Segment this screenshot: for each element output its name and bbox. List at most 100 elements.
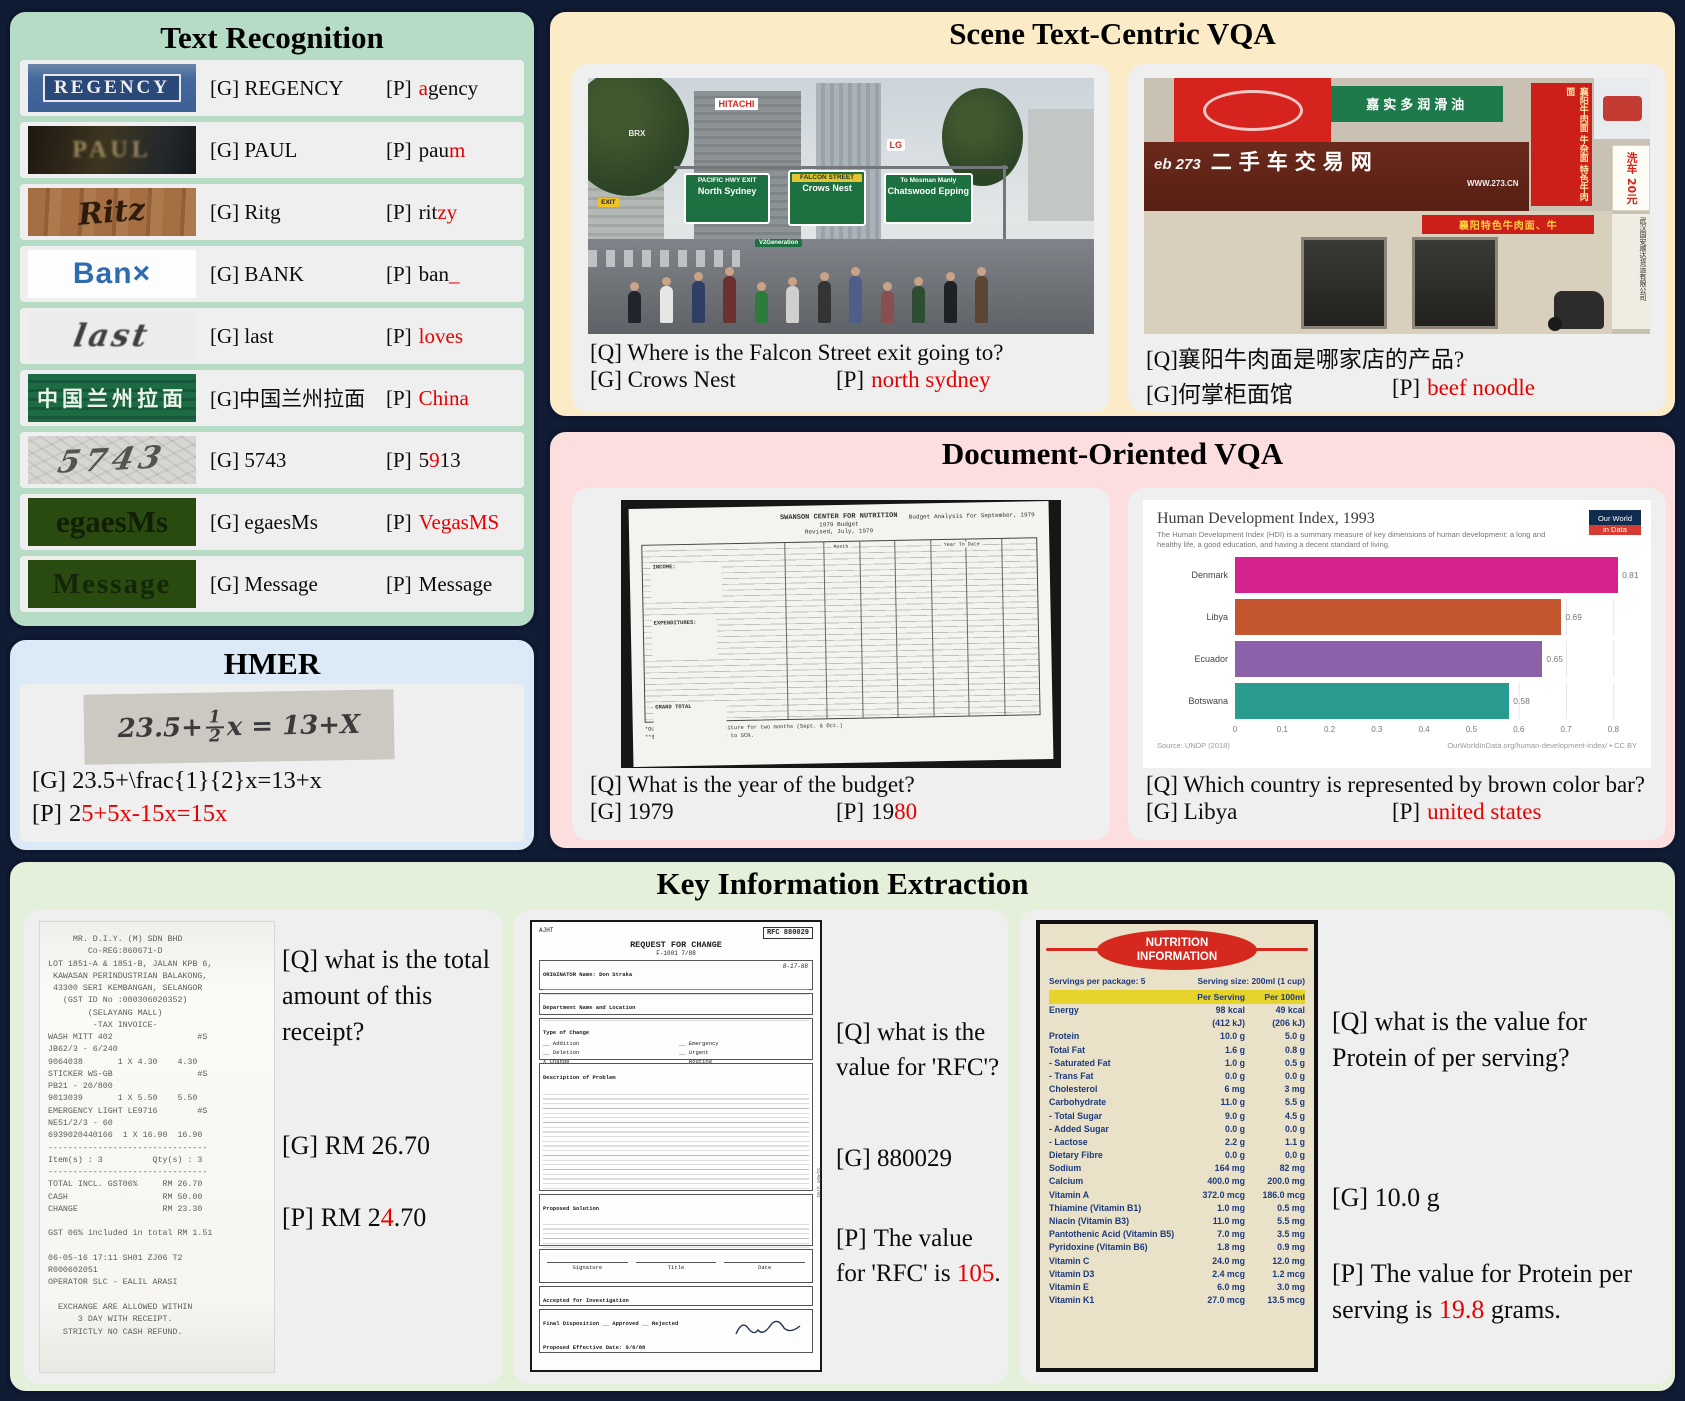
prediction-text: [P] ritzy bbox=[386, 199, 458, 224]
doc-example-chart: Our World in Data Human Development Index… bbox=[1128, 488, 1666, 840]
request-for-change-form: AJHT RFC 880029 REQUEST FOR CHANGE F-1001… bbox=[530, 920, 822, 1372]
text-recognition-panel: Text Recognition REGENCY [G] REGENCY [P]… bbox=[6, 8, 538, 630]
ground-truth-text: [G] PAUL bbox=[210, 137, 298, 162]
kie-title: Key Information Extraction bbox=[656, 866, 1029, 901]
hitachi-sign: HITACHI bbox=[714, 98, 759, 111]
sample-image: Message bbox=[28, 560, 196, 608]
receipt-text: MR. D.I.Y. (M) SDN BHD Co-REG:860671-D L… bbox=[48, 935, 213, 1337]
doc-example-budget: Budget Analysis for September, 1979 SWAN… bbox=[572, 488, 1110, 840]
nutrition-header: NUTRITION INFORMATION bbox=[1097, 930, 1257, 970]
text-recognition-row: Ban× [G] BANK [P] ban_ bbox=[20, 246, 524, 302]
building-sign: BRX bbox=[628, 129, 646, 139]
ground-truth-text: [G] Crows Nest bbox=[590, 367, 736, 392]
text-recognition-row: Message [G] Message [P] Message bbox=[20, 556, 524, 612]
question-text: [Q] what is the value for Protein of per… bbox=[1332, 1007, 1587, 1072]
text-recognition-title: Text Recognition bbox=[160, 20, 384, 55]
trees bbox=[942, 88, 1024, 186]
budget-table: Month Year To Date INCOME: EXPENDITURES:… bbox=[641, 537, 1041, 740]
sample-image: 5743 bbox=[28, 436, 196, 484]
kie-example-nutrition: NUTRITION INFORMATION Servings per packag… bbox=[1020, 910, 1672, 1384]
ground-truth-text: [G] 10.0 g bbox=[1332, 1183, 1440, 1212]
question-text: [Q] what is the value for 'RFC'? bbox=[836, 1019, 1000, 1081]
ground-truth-text: [G] Message bbox=[210, 571, 318, 596]
text-recognition-row: Ritz [G] Ritg [P] ritzy bbox=[20, 184, 524, 240]
prediction-text: [P] The value for 'RFC' is 105. bbox=[836, 1225, 1001, 1287]
scene-vqa-panel: Scene Text-Centric VQA BRX HITACHI LG PA… bbox=[546, 8, 1679, 420]
street-scene-photo: BRX HITACHI LG PACIFIC HWY EXIT North Sy… bbox=[588, 78, 1094, 334]
sample-image: last bbox=[28, 312, 196, 360]
hdi-chart: Our World in Data Human Development Index… bbox=[1143, 500, 1651, 768]
text-recognition-row: REGENCY [G] REGENCY [P] agency bbox=[20, 60, 524, 116]
ground-truth-text: [G] Libya bbox=[1146, 799, 1238, 824]
prediction-text: [P] north sydney bbox=[835, 367, 991, 392]
hdi-bars: Denmark 0.81 Libya 0.69 Ecuador 0.65 Botswana 0… bbox=[1157, 556, 1639, 719]
text-recognition-row: egaesMs [G] egaesMs [P] VegasMS bbox=[20, 494, 524, 550]
ground-truth-text: [G] REGENCY bbox=[210, 75, 344, 100]
car-billboard bbox=[1594, 78, 1650, 140]
glass-door bbox=[1412, 236, 1499, 329]
sample-image-text: PAUL bbox=[72, 136, 152, 163]
lg-sign: LG bbox=[886, 139, 906, 152]
sample-image-text: Ban× bbox=[72, 257, 152, 290]
text-recognition-row: last [G] last [P] loves bbox=[20, 308, 524, 364]
question-text: [Q] Where is the Falcon Street exit goin… bbox=[590, 340, 1004, 365]
owid-badge: Our World in Data bbox=[1589, 510, 1641, 535]
crowd-banner: V2Generation bbox=[754, 238, 802, 247]
prediction-text: [P] paum bbox=[386, 137, 466, 162]
sample-image-text: REGENCY bbox=[42, 74, 181, 102]
sample-image: REGENCY bbox=[28, 64, 196, 112]
motorbike bbox=[1547, 290, 1605, 332]
text-recognition-rows: REGENCY [G] REGENCY [P] agency PAUL [G] P… bbox=[20, 60, 524, 612]
question-text: [Q] What is the year of the budget? bbox=[590, 772, 915, 797]
sample-image-text: 5743 bbox=[54, 439, 170, 481]
noodle-banner: 襄阳特色牛肉面、牛 bbox=[1422, 214, 1595, 235]
sample-image: Ritz bbox=[28, 188, 196, 236]
sample-image-text: Message bbox=[52, 567, 172, 600]
question-text: [Q]襄阳牛肉面是哪家店的产品? bbox=[1146, 347, 1465, 372]
prediction-text: [P] beef noodle bbox=[1391, 375, 1536, 400]
ground-truth-text: [G] 1979 bbox=[590, 799, 674, 824]
castrol-sign bbox=[1174, 78, 1332, 142]
prediction-text: [P] agency bbox=[386, 75, 479, 100]
ground-truth-text: [G] egaesMs bbox=[210, 509, 318, 534]
question-text: [Q] what is the total amount of this rec… bbox=[282, 945, 490, 1046]
used-car-sign: eb 273 二手车交易网 WWW.273.CN bbox=[1144, 142, 1529, 212]
prediction-text: [P] 1980 bbox=[835, 799, 918, 824]
prediction-text: [P] 5913 bbox=[386, 447, 461, 472]
hmer-title: HMER bbox=[223, 646, 321, 681]
ground-truth-text: [G] RM 26.70 bbox=[282, 1131, 431, 1160]
receipt-photo: MR. D.I.Y. (M) SDN BHD Co-REG:860671-D L… bbox=[40, 922, 274, 1372]
prediction-text: [P] The value for Protein per serving is … bbox=[1332, 1259, 1633, 1324]
sample-image: Ban× bbox=[28, 250, 196, 298]
sample-image-text: egaesMs bbox=[56, 504, 168, 539]
sample-image-text: Ritz bbox=[76, 191, 148, 233]
prediction-text: [P] ban_ bbox=[386, 261, 460, 286]
sample-image-text: 中国兰州拉面 bbox=[37, 387, 187, 411]
kie-panel: Key Information Extraction MR. D.I.Y. (M… bbox=[6, 858, 1679, 1395]
trees bbox=[588, 78, 690, 196]
scene-vqa-title: Scene Text-Centric VQA bbox=[949, 16, 1276, 51]
document-vqa-title: Document-Oriented VQA bbox=[941, 436, 1284, 471]
kie-example-form: AJHT RFC 880029 REQUEST FOR CHANGE F-1001… bbox=[514, 910, 1008, 1384]
ground-truth-text: [G] Ritg bbox=[210, 199, 281, 224]
text-recognition-row: 5743 [G] 5743 [P] 5913 bbox=[20, 432, 524, 488]
text-recognition-row: PAUL [G] PAUL [P] paum bbox=[20, 122, 524, 178]
hdi-xaxis: 0 0.1 0.2 0.3 0.4 0.5 0.6 0.7 0.8 bbox=[1232, 724, 1619, 734]
ground-truth-text: [G] last bbox=[210, 323, 274, 348]
chart-subtitle: The Human Development Index (HDI) is a s… bbox=[1157, 530, 1546, 549]
prediction-text: [P] VegasMS bbox=[386, 509, 500, 534]
chart-source: Source: UNDP (2018) bbox=[1157, 740, 1230, 750]
highway-sign-chatswood: To Mosman Manly Chatswood Epping bbox=[884, 172, 973, 224]
chart-title: Human Development Index, 1993 bbox=[1157, 510, 1375, 527]
text-recognition-row: 中国兰州拉面 [G]中国兰州拉面 [P] China bbox=[20, 370, 524, 426]
sample-image-text: last bbox=[70, 318, 153, 354]
prediction-text: [P] loves bbox=[386, 323, 463, 348]
highway-sign-north-sydney: PACIFIC HWY EXIT North Sydney bbox=[684, 172, 771, 224]
exit-sign: EXIT bbox=[598, 198, 619, 208]
ground-truth-text: [G] BANK bbox=[210, 261, 304, 286]
